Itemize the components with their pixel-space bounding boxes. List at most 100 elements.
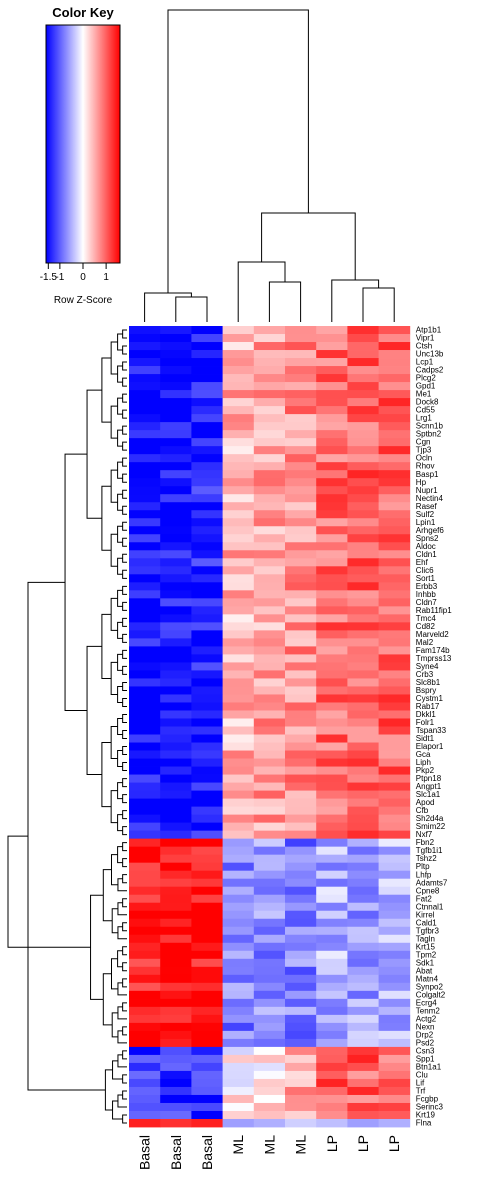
heatmap-cell bbox=[378, 726, 411, 735]
heatmap-cell bbox=[191, 334, 223, 343]
heatmap-cell bbox=[129, 1078, 161, 1088]
heatmap-cell bbox=[160, 350, 192, 359]
heatmap-cell bbox=[285, 518, 317, 527]
heatmap-cell bbox=[160, 1022, 192, 1032]
row-dendrogram-branch bbox=[110, 341, 118, 375]
row-dendrogram-branch bbox=[122, 521, 127, 531]
heatmap-cell bbox=[316, 398, 348, 407]
heatmap-cell bbox=[378, 934, 411, 944]
heatmap-cell bbox=[253, 838, 286, 848]
heatmap-cell bbox=[129, 1038, 161, 1048]
heatmap-cell bbox=[222, 574, 255, 583]
row-dendrogram-branch bbox=[101, 613, 112, 679]
heatmap-cell bbox=[316, 358, 348, 367]
heatmap-cell bbox=[285, 686, 317, 695]
heatmap-cell bbox=[285, 454, 317, 463]
heatmap-cell bbox=[378, 566, 411, 575]
heatmap-cell bbox=[222, 710, 255, 719]
heatmap-cell bbox=[129, 878, 161, 888]
row-dendrogram-branch bbox=[117, 621, 123, 639]
heatmap-cell bbox=[378, 926, 411, 936]
heatmap-cell bbox=[347, 478, 379, 487]
heatmap-cell bbox=[347, 486, 379, 495]
row-dendrogram-branch bbox=[90, 894, 104, 1000]
heatmap-cell bbox=[222, 926, 255, 936]
heatmap-cell bbox=[316, 446, 348, 455]
row-dendrogram-branch bbox=[122, 361, 127, 371]
heatmap-cell bbox=[222, 526, 255, 535]
heatmap-cell bbox=[378, 774, 411, 783]
heatmap-cell bbox=[160, 630, 192, 639]
row-label: Sptbn2 bbox=[416, 430, 442, 439]
heatmap-cell bbox=[160, 830, 192, 840]
row-label: Nxf7 bbox=[416, 830, 433, 839]
heatmap-cell bbox=[347, 886, 379, 896]
heatmap-cell bbox=[191, 542, 223, 551]
heatmap-cell bbox=[316, 494, 348, 503]
heatmap-cell bbox=[285, 430, 317, 439]
heatmap-cell bbox=[129, 926, 161, 936]
heatmap-cell bbox=[160, 694, 192, 703]
heatmap-cell bbox=[316, 1086, 348, 1096]
row-label: Tagln bbox=[416, 934, 435, 943]
heatmap-cell bbox=[378, 438, 411, 447]
heatmap-cell bbox=[222, 598, 255, 607]
heatmap-cell bbox=[347, 870, 379, 880]
heatmap-cell bbox=[191, 982, 223, 992]
heatmap-cell bbox=[222, 406, 255, 415]
heatmap-cell bbox=[378, 414, 411, 423]
row-dendrogram-branch bbox=[117, 653, 123, 671]
heatmap-cell bbox=[160, 718, 192, 727]
heatmap-cell bbox=[160, 838, 192, 848]
row-label: Nectin4 bbox=[416, 494, 444, 503]
row-dendrogram-branch bbox=[122, 858, 127, 868]
heatmap-cell bbox=[191, 894, 223, 904]
heatmap-cell bbox=[222, 438, 255, 447]
heatmap-cell bbox=[191, 390, 223, 399]
heatmap-cell bbox=[378, 1054, 411, 1064]
heatmap-cell bbox=[222, 542, 255, 551]
heatmap-cell bbox=[316, 422, 348, 431]
row-label: Cldn1 bbox=[416, 550, 437, 559]
heatmap-cell bbox=[316, 790, 348, 799]
heatmap-cell bbox=[378, 966, 411, 976]
heatmap-cell bbox=[129, 470, 161, 479]
heatmap-cell bbox=[222, 366, 255, 375]
row-dendrogram-branch bbox=[122, 649, 127, 659]
heatmap-cell bbox=[378, 662, 411, 671]
column-dendrogram-branch bbox=[261, 212, 356, 280]
heatmap-cell bbox=[316, 1006, 348, 1016]
heatmap-cell bbox=[253, 1086, 286, 1096]
heatmap-cell bbox=[316, 886, 348, 896]
heatmap-cell bbox=[378, 734, 411, 743]
heatmap-cell bbox=[222, 1006, 255, 1016]
heatmap-cell bbox=[316, 862, 348, 872]
row-dendrogram-branch bbox=[86, 389, 102, 519]
heatmap-cell bbox=[253, 742, 286, 751]
row-label: Cystm1 bbox=[416, 694, 444, 703]
row-dendrogram-branch bbox=[122, 441, 127, 451]
heatmap-cell bbox=[191, 638, 223, 647]
heatmap-cell bbox=[191, 790, 223, 799]
row-label: Flna bbox=[416, 1119, 432, 1128]
heatmap-cell bbox=[378, 430, 411, 439]
row-label: Tenm2 bbox=[416, 1006, 441, 1015]
heatmap-cell bbox=[129, 350, 161, 359]
heatmap-cell bbox=[253, 782, 286, 791]
heatmap-cell bbox=[378, 422, 411, 431]
row-dendrogram-branch bbox=[122, 489, 127, 499]
row-dendrogram-branch bbox=[86, 645, 102, 776]
heatmap-cell bbox=[191, 438, 223, 447]
heatmap-cell bbox=[253, 1102, 286, 1112]
heatmap-cell bbox=[347, 878, 379, 888]
heatmap-cell bbox=[160, 1038, 192, 1048]
heatmap-cell bbox=[222, 646, 255, 655]
heatmap-cell bbox=[222, 838, 255, 848]
heatmap-cell bbox=[222, 1094, 255, 1104]
row-dendrogram-branch bbox=[122, 922, 127, 932]
heatmap-cell bbox=[222, 590, 255, 599]
row-label: Rasef bbox=[416, 502, 438, 511]
heatmap-cell bbox=[253, 462, 286, 471]
heatmap-cell bbox=[160, 542, 192, 551]
heatmap-cell bbox=[316, 1014, 348, 1024]
